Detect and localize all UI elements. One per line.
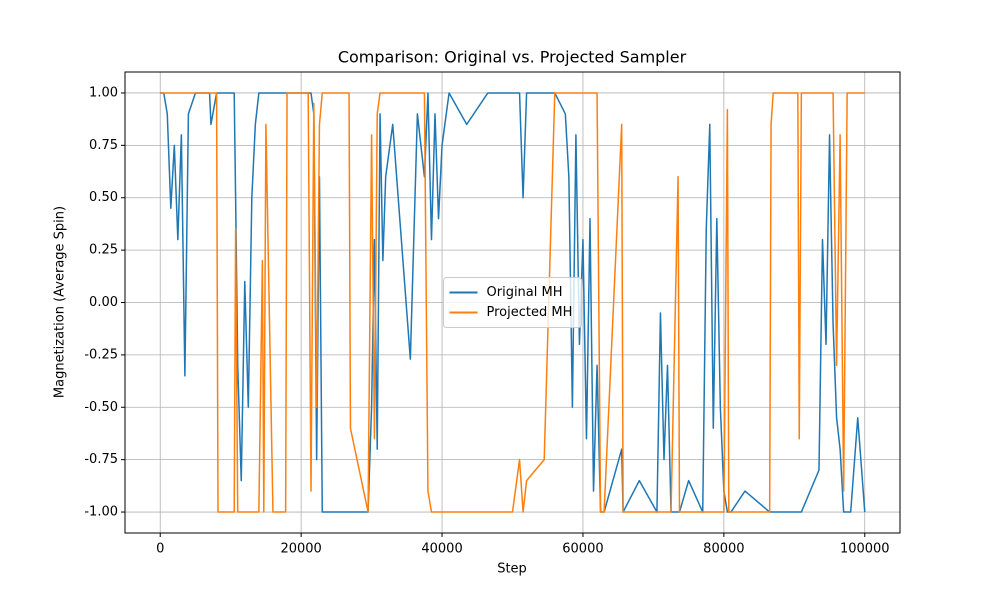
- x-tick-label: 60000: [562, 542, 603, 557]
- x-tick-label: 0: [156, 542, 164, 557]
- x-axis-label: Step: [497, 562, 527, 577]
- y-tick-label: 0.75: [89, 138, 118, 153]
- y-tick-label: 1.00: [89, 85, 118, 100]
- y-axis-label: Magnetization (Average Spin): [53, 206, 68, 398]
- x-tick-label: 80000: [703, 542, 744, 557]
- legend-label: Original MH: [487, 285, 563, 300]
- y-tick-label: -0.75: [84, 452, 118, 467]
- y-tick-label: 0.00: [89, 295, 118, 310]
- legend-box: [443, 277, 582, 328]
- series-line: [160, 92, 865, 513]
- y-tick-label: -0.25: [84, 347, 118, 362]
- y-tick-label: -0.50: [84, 400, 118, 415]
- chart-title: Comparison: Original vs. Projected Sampl…: [338, 48, 687, 67]
- legend-label: Projected MH: [487, 305, 573, 320]
- x-tick-label: 40000: [421, 542, 462, 557]
- x-tick-label: 100000: [840, 542, 890, 557]
- legend: Original MH Projected MH: [443, 277, 582, 328]
- y-tick-label: 0.25: [89, 243, 118, 258]
- plot-frame: [124, 71, 901, 534]
- y-tick-label: 0.50: [89, 190, 118, 205]
- y-tick-label: -1.00: [84, 505, 118, 520]
- x-tick-label: 20000: [280, 542, 321, 557]
